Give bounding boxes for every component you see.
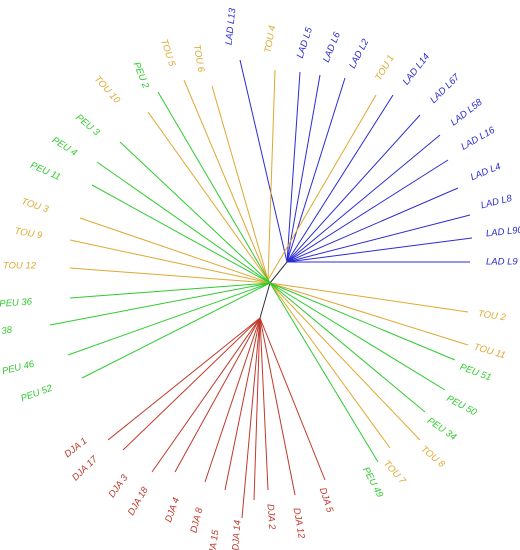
branch-dja-17 [122,317,261,451]
branch-lad-l4 [286,187,459,263]
leaf-label-dja-1: DJA 1 [63,436,90,460]
branch-tou-9 [69,239,271,284]
leaf-label-tou-12: TOU 12 [3,261,37,272]
leaf-label-tou-4: TOU 4 [263,25,279,54]
branch-peu-34 [269,282,426,413]
leaf-label-tou-3: TOU 3 [20,196,51,215]
leaf-label-dja-8: DJA 8 [189,506,206,534]
branch-dja-1 [107,317,261,441]
leaf-label-peu-50: PEU 50 [444,393,479,418]
leaf-label-peu-4: PEU 4 [50,135,79,159]
branch-lad-l67 [286,114,421,263]
branch-tou-6 [211,85,269,281]
branch-tou-10 [147,111,271,284]
leaf-label-lad-l2: LAD L2 [347,37,372,71]
branch-peu-4 [96,161,271,284]
branch-peu-46 [67,282,271,356]
leaf-label-dja-17: DJA 17 [70,454,100,484]
branch-tou-1 [267,94,377,281]
leaf-label-lad-l16: LAD L16 [459,124,497,152]
branch-tou-8 [269,282,421,441]
branch-dja-3 [151,317,261,473]
internal-branch [269,261,288,284]
leaf-label-peu-38: PEU 38 [0,324,13,340]
leaf-label-peu-36: PEU 36 [0,296,33,309]
leaf-label-tou-5: TOU 5 [158,38,177,69]
branch-dja-4 [204,317,261,483]
leaf-label-tou-10: TOU 10 [92,74,123,106]
branch-peu-38 [49,282,271,326]
branch-dja-15 [241,317,261,519]
branch-peu-36 [69,282,271,299]
leaf-label-lad-l58: LAD L58 [449,96,485,128]
branch-dja-5 [259,317,326,481]
leaf-label-dja-14: DJA 14 [230,520,243,550]
branch-peu-51 [269,282,456,361]
leaf-label-peu-11: PEU 11 [28,160,62,183]
branch-dja-12 [259,317,296,496]
branch-lad-l14 [286,94,394,263]
leaf-label-peu-3: PEU 3 [73,112,102,139]
leaf-label-lad-l67: LAD L67 [428,71,462,105]
branch-lad-l16 [286,159,449,263]
branch-dja-8 [224,317,261,491]
leaf-label-dja-15: DJA 15 [206,529,221,550]
branch-dja-2 [259,317,269,491]
branch-tou-2 [269,282,469,313]
branch-peu-11 [91,184,271,284]
leaf-label-peu-49: PEU 49 [360,465,385,500]
leaf-label-tou-2: TOU 2 [477,309,507,324]
leaf-label-tou-9: TOU 9 [14,226,44,242]
leaf-label-tou-1: TOU 1 [373,53,396,83]
branch-peu-3 [119,141,271,284]
branch-peu-2 [157,91,271,284]
branch-lad-l13 [239,59,288,263]
leaf-label-lad-l13: LAD L13 [224,7,239,46]
leaf-label-peu-51: PEU 51 [458,362,493,384]
leaf-label-dja-3: DJA 3 [107,472,131,500]
branch-tou-4 [267,69,276,281]
leaf-label-tou-8: TOU 8 [418,444,447,471]
branch-lad-l58 [286,134,441,263]
branch-peu-52 [81,282,271,379]
branch-lad-l8 [286,214,471,263]
leaf-label-dja-12: DJA 12 [291,507,307,540]
leaf-label-lad-l14: LAD L14 [401,51,432,87]
branch-lad-l5 [286,71,301,263]
leaf-label-tou-6: TOU 6 [191,44,207,74]
leaf-label-tou-7: TOU 7 [381,458,408,487]
branch-lad-l2 [286,77,346,263]
internal-branch [259,282,271,319]
leaf-label-tou-11: TOU 11 [472,342,506,362]
leaf-label-dja-2: DJA 2 [264,504,277,531]
leaf-label-dja-5: DJA 5 [317,486,336,514]
leaf-label-lad-l90: LAD L90 [485,225,520,240]
leaf-label-peu-52: PEU 52 [19,383,54,405]
branch-lad-l90 [286,237,473,263]
leaf-label-lad-l6: LAD L6 [321,30,343,64]
leaf-label-peu-34: PEU 34 [425,415,458,442]
branch-dja-18 [174,317,261,473]
branch-tou-11 [269,282,469,346]
branch-tou-5 [183,79,269,281]
branch-dja-14 [253,317,261,501]
leaf-label-lad-l8: LAD L8 [480,193,514,212]
branch-lad-l6 [286,74,321,263]
branch-tou-3 [79,217,271,284]
leaf-label-dja-18: DJA 18 [126,485,151,518]
leaf-label-lad-l4: LAD L4 [469,161,503,183]
leaf-label-lad-l9: LAD L9 [486,257,518,268]
branch-tou-7 [269,282,391,449]
tree-branches [49,59,473,519]
leaf-label-dja-4: DJA 4 [163,496,182,524]
leaf-label-peu-46: PEU 46 [1,359,36,378]
leaf-label-lad-l5: LAD L5 [295,25,315,59]
leaf-label-peu-2: PEU 2 [131,60,152,90]
branch-peu-49 [269,282,379,463]
branch-peu-50 [269,282,446,391]
branch-tou-12 [69,267,271,284]
